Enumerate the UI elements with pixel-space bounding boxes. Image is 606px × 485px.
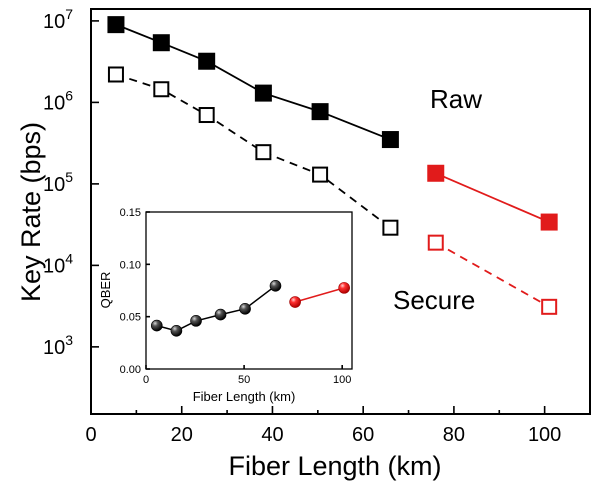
x-tick-label: 60 (352, 424, 374, 446)
secure-point-marker (427, 234, 444, 251)
x-tick-label: 0 (85, 424, 96, 446)
x-tick-label: 40 (261, 424, 283, 446)
y-tick-label: 103 (43, 332, 73, 359)
inset-point-marker (338, 282, 350, 294)
inset-x-tick-label: 50 (238, 374, 250, 386)
secure-point-marker (107, 66, 124, 83)
secure-annotation: Secure (393, 285, 475, 315)
secure-point-marker (312, 166, 329, 183)
inset-point-marker (289, 296, 301, 308)
inset-x-tick-label: 0 (143, 374, 149, 386)
secure-point-marker (255, 144, 272, 161)
inset-y-tick-label: 0.00 (120, 364, 141, 376)
series-line-raw (435, 172, 550, 223)
inset-y-axis-title: QBER (98, 272, 113, 309)
y-tick-label: 106 (43, 87, 73, 114)
raw-annotation: Raw (430, 84, 482, 114)
x-tick-label: 20 (171, 424, 193, 446)
x-tick-label: 100 (528, 424, 561, 446)
main-series (107, 16, 558, 315)
secure-point-marker (198, 107, 215, 124)
inset-point-marker (170, 324, 183, 337)
secure-point-marker (382, 219, 399, 236)
inset-x-tick-label: 100 (333, 374, 351, 386)
y-tick-label: 107 (43, 6, 73, 33)
inset-series (150, 279, 350, 337)
inset-y-tick-label: 0.15 (120, 207, 141, 219)
inset-plot-frame (145, 211, 353, 370)
y-tick-label: 104 (43, 250, 73, 277)
series-line-secure (435, 241, 550, 308)
inset-y-tick-label: 0.05 (120, 312, 141, 324)
inset-series-line (294, 287, 345, 303)
inset-axis-ticks: 0 50 100 0.00 0.05 0.10 0.15 (120, 207, 352, 386)
raw-point-marker (152, 34, 170, 52)
x-tick-label: 80 (443, 424, 465, 446)
inset-point-marker (214, 308, 227, 321)
raw-point-marker (311, 103, 329, 121)
raw-point-marker (254, 84, 272, 102)
inset-point-marker (150, 319, 163, 332)
inset-y-tick-label: 0.10 (120, 259, 141, 271)
raw-point-marker (198, 52, 216, 70)
inset-point-marker (239, 303, 251, 315)
main-axis-ticks: 0 20 40 60 80 100 103 104 105 106 107 (43, 6, 561, 446)
main-plot-frame (90, 8, 591, 415)
secure-point-marker (541, 298, 558, 315)
inset-point-marker (269, 279, 282, 292)
secure-point-marker (153, 81, 170, 98)
raw-point-marker (381, 131, 399, 149)
raw-point-marker (107, 16, 125, 34)
inset-x-axis-title: Fiber Length (km) (193, 389, 296, 404)
raw-point-marker (427, 164, 445, 182)
raw-point-marker (540, 213, 558, 231)
inset-point-marker (190, 315, 202, 327)
y-tick-label: 105 (43, 169, 73, 196)
y-axis-title: Key Rate (bps) (16, 122, 46, 302)
inset-background (146, 212, 352, 369)
series-line-secure (115, 73, 391, 229)
x-axis-title: Fiber Length (km) (228, 451, 441, 481)
